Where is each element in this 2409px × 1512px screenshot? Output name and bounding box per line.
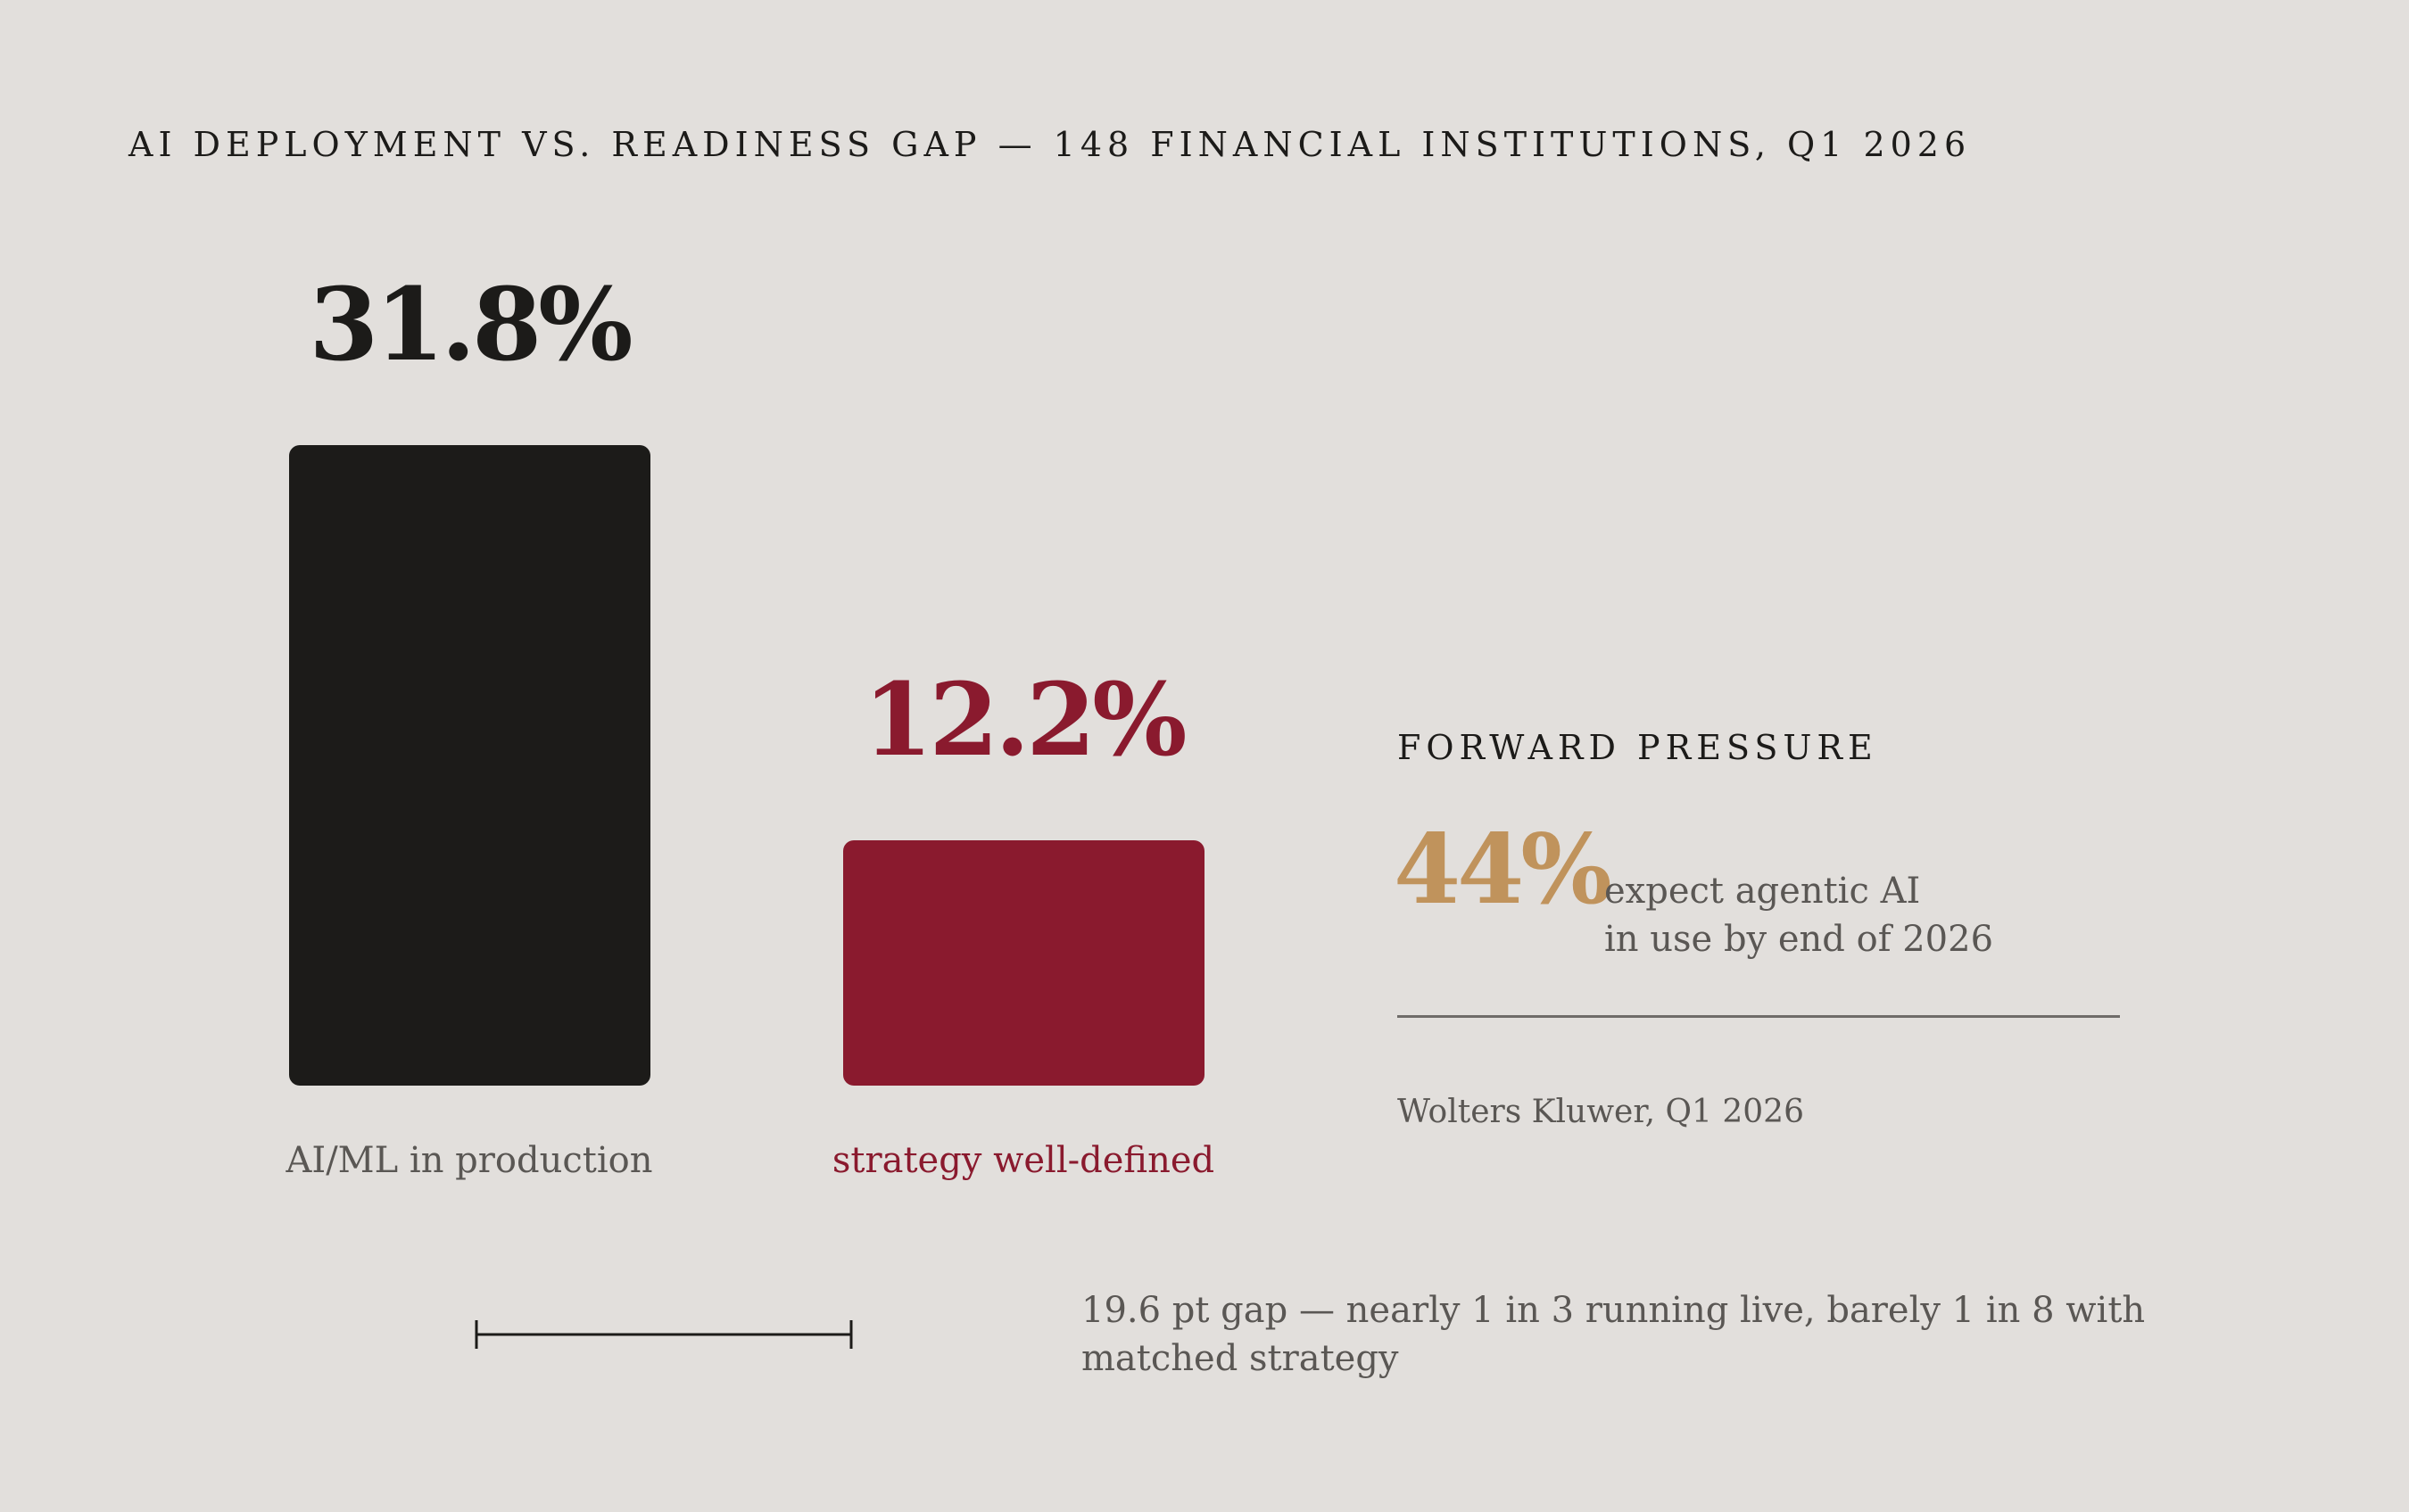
forward-pressure-value: 44% <box>1394 814 1612 926</box>
bar-value-label-2: 12.2% <box>863 662 1187 779</box>
category-label-1: AI/ML in production <box>286 1140 653 1181</box>
gap-annotation: 19.6 pt gap — nearly 1 in 3 running live… <box>1081 1290 2146 1379</box>
bar-value-label-1: 31.8% <box>309 267 633 384</box>
source-note: Wolters Kluwer, Q1 2026 <box>1397 1094 1804 1130</box>
bar-1 <box>288 445 650 1086</box>
forward-pressure-line-1: expect agentic AI <box>1604 871 1921 912</box>
divider <box>1397 1015 2120 1018</box>
gap-bracket <box>475 1320 853 1349</box>
category-label-2: strategy well-defined <box>832 1140 1215 1181</box>
forward-pressure-description: expect agentic AI in use by end of 2026 <box>1604 867 2104 963</box>
bar-2 <box>842 840 1204 1086</box>
forward-pressure-heading: FORWARD PRESSURE <box>1397 728 1878 767</box>
chart-title: AI DEPLOYMENT VS. READINESS GAP — 148 FI… <box>128 125 1972 164</box>
forward-pressure-line-2: in use by end of 2026 <box>1604 919 1994 960</box>
